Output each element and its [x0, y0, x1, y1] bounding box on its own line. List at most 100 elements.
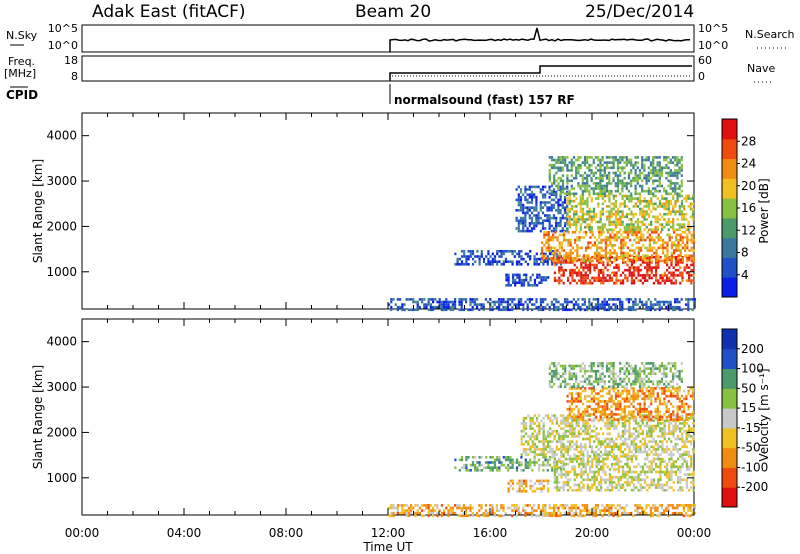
data-cell	[390, 504, 393, 507]
data-cell	[491, 456, 494, 459]
data-cell	[690, 281, 693, 285]
data-cell	[610, 440, 613, 443]
data-cell	[691, 410, 695, 414]
data-cell	[684, 231, 687, 234]
data-cell	[536, 453, 539, 456]
data-cell	[615, 457, 618, 461]
data-cell	[597, 300, 600, 304]
data-cell	[575, 218, 578, 221]
data-cell	[550, 198, 553, 202]
data-cell	[541, 257, 544, 260]
data-cell	[601, 364, 604, 368]
data-cell	[478, 257, 481, 261]
data-cell	[577, 169, 580, 172]
data-cell	[646, 442, 649, 446]
data-cell	[511, 300, 514, 304]
data-cell	[558, 241, 561, 244]
data-cell	[620, 257, 623, 260]
data-cell	[674, 442, 677, 446]
data-cell	[685, 435, 688, 438]
data-cell	[677, 481, 680, 484]
data-cell	[658, 418, 662, 421]
data-cell	[500, 303, 503, 306]
data-cell	[652, 187, 655, 190]
data-cell	[683, 268, 686, 272]
data-cell	[614, 171, 617, 175]
data-cell	[690, 274, 693, 277]
data-cell	[662, 251, 665, 255]
data-cell	[547, 487, 550, 490]
data-cell	[635, 437, 638, 441]
data-cell	[687, 220, 690, 224]
data-cell	[619, 166, 622, 170]
data-cell	[688, 468, 691, 471]
data-cell	[605, 156, 609, 159]
data-cell	[569, 457, 572, 461]
data-cell	[648, 276, 651, 280]
data-cell	[683, 442, 686, 446]
data-cell	[649, 189, 653, 193]
data-cell	[685, 462, 688, 466]
data-cell	[592, 308, 595, 312]
data-cell	[564, 473, 567, 476]
data-cell	[665, 448, 668, 451]
data-cell	[652, 419, 655, 423]
data-cell	[575, 473, 578, 476]
data-cell	[680, 223, 684, 226]
data-cell	[690, 457, 693, 461]
y-tick-label: 1000	[46, 265, 77, 279]
data-cell	[555, 298, 558, 301]
data-cell	[597, 169, 600, 172]
data-cell	[522, 448, 525, 451]
data-cell	[608, 483, 611, 487]
data-cell	[545, 241, 548, 244]
data-cell	[498, 461, 501, 464]
data-cell	[648, 263, 651, 267]
data-cell	[447, 514, 450, 518]
data-cell	[597, 488, 600, 492]
data-cell	[628, 194, 631, 198]
data-cell	[545, 246, 548, 250]
data-cell	[672, 228, 675, 232]
data-cell	[491, 260, 494, 263]
data-cell	[560, 455, 563, 458]
data-cell	[668, 271, 671, 275]
data-cell	[646, 475, 649, 479]
data-cell	[564, 305, 567, 309]
data-cell	[687, 427, 690, 430]
data-cell	[633, 257, 636, 260]
data-cell	[593, 266, 596, 269]
data-cell	[622, 238, 625, 242]
data-cell	[672, 220, 675, 224]
data-cell	[593, 241, 596, 244]
data-cell	[663, 437, 666, 441]
data-cell	[396, 511, 399, 515]
data-cell	[520, 490, 523, 493]
data-cell	[652, 478, 655, 482]
data-cell	[613, 486, 616, 489]
data-cell	[674, 473, 677, 476]
data-cell	[656, 367, 659, 370]
data-cell	[666, 276, 669, 280]
data-cell	[643, 448, 646, 451]
data-cell	[645, 156, 648, 159]
data-cell	[679, 488, 682, 492]
data-cell	[584, 468, 587, 471]
data-cell	[601, 228, 604, 232]
data-cell	[511, 461, 514, 464]
data-cell	[608, 194, 611, 198]
data-cell	[525, 273, 528, 277]
data-cell	[524, 211, 527, 215]
data-cell	[558, 486, 561, 489]
data-cell	[603, 402, 607, 406]
data-cell	[567, 257, 570, 260]
data-cell	[423, 298, 426, 301]
data-cell	[592, 189, 595, 193]
data-cell	[643, 450, 646, 454]
data-cell	[650, 478, 653, 482]
data-cell	[577, 432, 580, 436]
data-cell	[637, 432, 640, 436]
data-cell	[566, 435, 569, 438]
data-cell	[515, 303, 518, 306]
data-cell	[604, 450, 607, 454]
